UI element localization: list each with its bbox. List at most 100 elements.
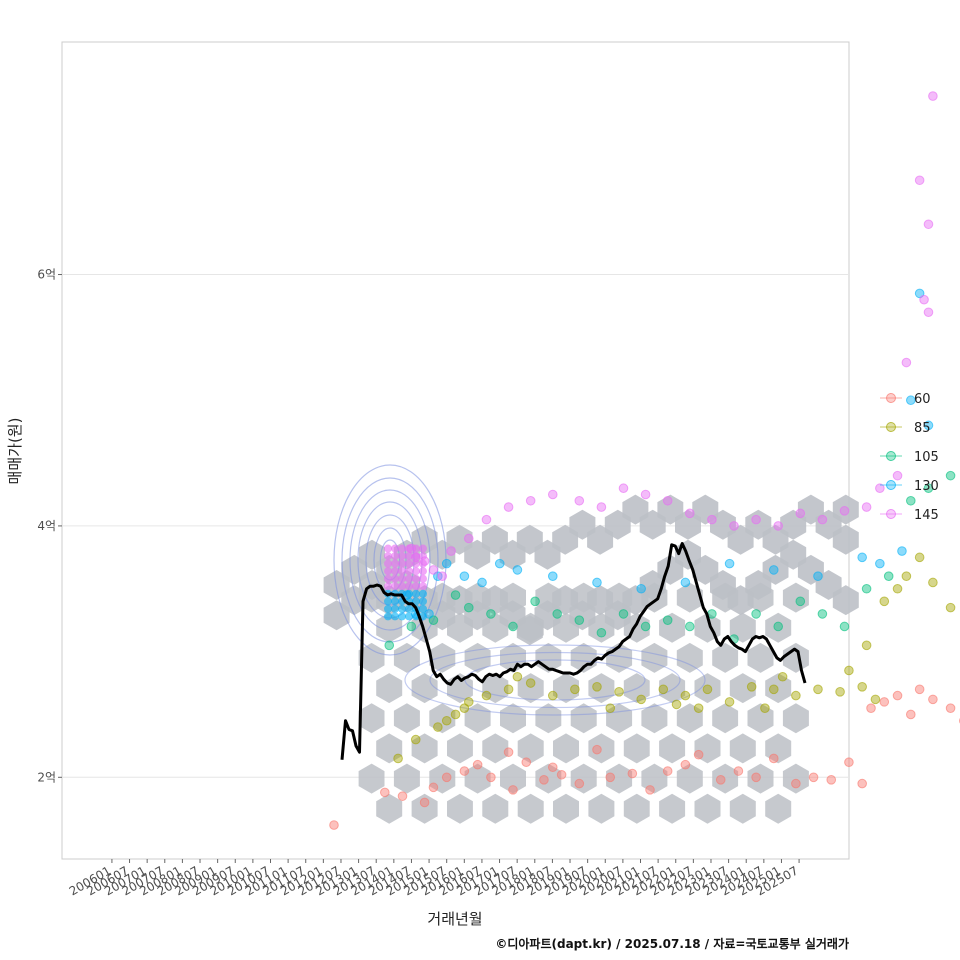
data-point-60 [680,759,691,770]
data-point-60 [808,772,819,783]
data-point-145 [923,219,934,230]
hexbin-cell [747,582,774,613]
data-point-cluster [398,567,406,576]
data-point-85 [777,671,788,682]
density-contour [349,489,431,631]
data-point-cluster [419,582,427,591]
data-point-cluster [405,574,413,583]
data-point-60 [892,690,903,701]
data-point-cluster [405,559,413,568]
data-point-cluster [391,567,399,576]
legend-swatch [886,393,896,403]
data-point-60 [857,778,867,789]
data-point-cluster [419,552,427,561]
data-point-60 [547,762,558,773]
legend-label: 130 [914,479,939,494]
hexbin-cell [641,642,668,673]
hexbin-cell [500,763,526,794]
data-point-145 [817,514,828,525]
data-point-85 [671,699,682,710]
hexbin-cell [553,793,579,824]
data-point-60 [879,697,890,707]
hexbin-cell [694,673,721,704]
hexbin-cell [358,703,385,734]
data-point-cluster [412,574,420,583]
data-point-105 [406,621,417,632]
data-point-cluster [391,604,399,613]
data-point-60 [751,772,761,783]
data-point-145 [839,506,850,516]
data-point-60 [693,749,704,760]
data-point-cluster [412,552,420,561]
data-point-cluster [391,559,399,568]
hexbin-cell [659,793,686,824]
data-point-60 [508,785,518,795]
data-point-85 [459,703,470,713]
data-point-130 [459,571,470,581]
hexbin-cell [606,582,633,613]
data-point-105 [923,483,934,494]
legend-swatch [886,451,896,461]
data-point-cluster [398,582,406,591]
hexbin-cell [411,612,438,643]
hexbin-cell [411,673,438,704]
data-point-85 [512,671,523,682]
data-point-cluster [412,582,420,591]
hexbin-cell [411,733,438,764]
data-point-85 [605,703,616,713]
legend: 60 85 105 130 145 [880,392,939,523]
hexbin-cell [815,509,842,540]
data-point-85 [746,682,757,692]
data-point-60 [428,782,439,793]
data-point-145 [446,546,456,556]
data-point-60 [486,772,496,783]
data-point-85 [844,665,854,676]
hexbin-cell [447,793,473,824]
data-point-cluster [412,567,420,576]
data-point-85 [393,753,403,764]
data-point-85 [914,552,925,563]
density-contour [404,644,706,716]
data-point-105 [817,609,828,619]
hexbin-cell [429,582,456,613]
data-point-85 [857,682,867,692]
data-point-60 [380,787,390,798]
data-point-105 [508,621,518,632]
data-point-cluster [391,552,399,561]
data-point-105 [795,596,806,607]
hexbin-cell [464,703,491,734]
data-point-cluster [391,582,399,591]
hexbin-cell [553,733,579,764]
data-point-145 [662,495,673,506]
data-point-145 [751,514,761,525]
hexbin-cell [358,642,385,673]
hexbin-cell [553,673,579,704]
x-axis-title: 거래년월 [427,910,482,928]
hexbin-cell [393,642,420,673]
data-point-105 [751,609,761,619]
data-point-85 [724,697,735,707]
hexbin-cell [535,703,562,734]
data-point-cluster [391,597,399,606]
hexbin-cell [393,703,420,734]
legend-swatch [886,480,896,490]
hexbin-cell [464,642,491,673]
data-point-60 [715,775,726,785]
data-point-130 [768,565,779,575]
hexbin-cell [712,582,739,613]
data-point-60 [627,768,638,779]
data-point-85 [433,722,443,732]
data-point-85 [879,596,890,607]
data-point-145 [928,91,938,101]
legend-label: 145 [914,508,939,523]
hexbin-cell [429,703,456,734]
hexbin-cell [447,733,473,764]
data-point-cluster [384,567,392,576]
data-point-60 [503,747,514,757]
hexbin-cell [464,582,491,613]
data-point-145 [428,565,439,575]
data-point-60 [866,703,876,713]
data-point-85 [768,684,779,695]
density-contour [365,514,415,606]
legend-label: 85 [914,421,931,436]
